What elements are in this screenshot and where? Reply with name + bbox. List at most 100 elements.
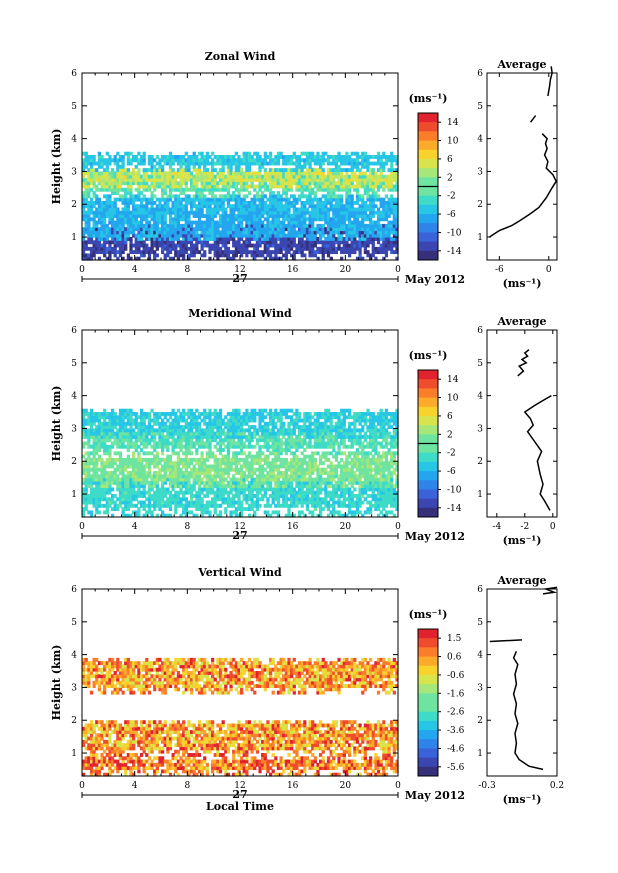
heatmap-cell: [129, 428, 133, 433]
heatmap-cell: [103, 444, 107, 449]
heatmap-cell: [237, 484, 241, 489]
heatmap-cell: [379, 210, 383, 215]
heatmap-cell: [200, 510, 204, 515]
heatmap-cell: [163, 428, 167, 433]
heatmap-cell: [95, 220, 99, 225]
heatmap-cell: [255, 246, 260, 251]
heatmap-cell: [342, 217, 346, 222]
heatmap-cell: [253, 480, 257, 485]
heatmap-cell: [110, 441, 115, 446]
heatmap-cell: [197, 471, 202, 475]
heatmap-cell: [258, 250, 262, 255]
heatmap-cell: [134, 497, 138, 502]
heatmap-cell: [363, 217, 367, 222]
heatmap-cell: [392, 177, 396, 182]
heatmap-cell: [305, 223, 310, 228]
heatmap-cell: [158, 181, 162, 186]
heatmap-cell: [300, 187, 304, 192]
heatmap-cell: [134, 480, 138, 485]
heatmap-cell: [116, 256, 120, 261]
heatmap-cell: [126, 220, 130, 225]
heatmap-cell: [103, 158, 107, 163]
heatmap-cell: [163, 467, 167, 472]
heatmap-cell: [87, 494, 91, 498]
heatmap-cell: [234, 177, 238, 182]
heatmap-cell: [195, 428, 199, 433]
heatmap-cell: [105, 490, 109, 495]
heatmap-cell: [95, 415, 99, 420]
heatmap-cell: [337, 181, 341, 186]
heatmap-cell: [326, 177, 331, 182]
heatmap-cell: [392, 207, 396, 212]
heatmap-cell: [155, 431, 159, 436]
heatmap-cell: [153, 471, 157, 475]
heatmap-cell: [174, 484, 178, 489]
heatmap-cell: [224, 240, 228, 245]
heatmap-cell: [279, 184, 283, 189]
heatmap-cell: [237, 174, 241, 179]
heatmap-cell: [258, 177, 262, 182]
heatmap-cell: [184, 184, 188, 189]
heatmap-cell: [250, 461, 254, 466]
heatmap-cell: [295, 214, 299, 218]
heatmap-cell: [345, 200, 349, 205]
heatmap-cell: [216, 187, 220, 192]
heatmap-cell: [118, 230, 123, 235]
heatmap-cell: [163, 187, 167, 192]
heatmap-cell: [100, 474, 104, 479]
heatmap-cell: [313, 158, 317, 163]
heatmap-cell: [263, 227, 267, 232]
heatmap-cell: [171, 441, 175, 446]
heatmap-cell: [200, 243, 204, 248]
heatmap-cell: [366, 161, 370, 166]
heatmap-cell: [266, 187, 270, 192]
heatmap-cell: [261, 158, 265, 163]
heatmap-cell: [313, 194, 317, 199]
heatmap-cell: [200, 507, 204, 512]
heatmap-cell: [195, 207, 199, 212]
heatmap-cell: [232, 214, 236, 218]
heatmap-cell: [108, 227, 112, 232]
heatmap-cell: [218, 204, 223, 209]
heatmap-cell: [184, 151, 188, 156]
heatmap-cell: [250, 223, 254, 228]
heatmap-cell: [366, 230, 370, 235]
heatmap-cell: [113, 210, 117, 215]
heatmap-cell: [308, 237, 312, 241]
heatmap-cell: [179, 207, 183, 212]
heatmap-cell: [134, 425, 138, 430]
heatmap-cell: [121, 494, 125, 498]
heatmap-cell: [176, 227, 181, 232]
heatmap-cell: [324, 230, 328, 235]
heatmap-cell: [229, 415, 233, 420]
heatmap-cell: [221, 467, 225, 472]
heatmap-cell: [124, 191, 128, 195]
heatmap-cell: [158, 497, 162, 502]
heatmap-cell: [234, 415, 238, 420]
heatmap-cell: [258, 227, 262, 232]
heatmap-cell: [340, 230, 344, 235]
heatmap-cell: [161, 467, 165, 472]
heatmap-cell: [205, 457, 209, 462]
heatmap-cell: [155, 155, 159, 159]
heatmap-cell: [208, 191, 212, 195]
heatmap-cell: [308, 151, 312, 156]
heatmap-cell: [379, 171, 383, 176]
heatmap-cell: [105, 240, 109, 245]
heatmap-cell: [100, 441, 104, 446]
heatmap-cell: [134, 155, 138, 159]
heatmap-cell: [103, 415, 107, 420]
heatmap-cell: [376, 207, 381, 212]
heatmap-cell: [92, 184, 96, 189]
heatmap-cell: [124, 200, 128, 205]
heatmap-cell: [221, 184, 225, 189]
heatmap-cell: [203, 444, 207, 449]
heatmap-cell: [218, 197, 223, 202]
heatmap-cell: [87, 210, 91, 215]
heatmap-cell: [182, 418, 186, 423]
heatmap-cell: [363, 237, 367, 241]
heatmap-cell: [163, 477, 167, 482]
heatmap-cell: [118, 487, 123, 492]
heatmap-cell: [203, 474, 207, 479]
heatmap-cell: [234, 246, 238, 251]
